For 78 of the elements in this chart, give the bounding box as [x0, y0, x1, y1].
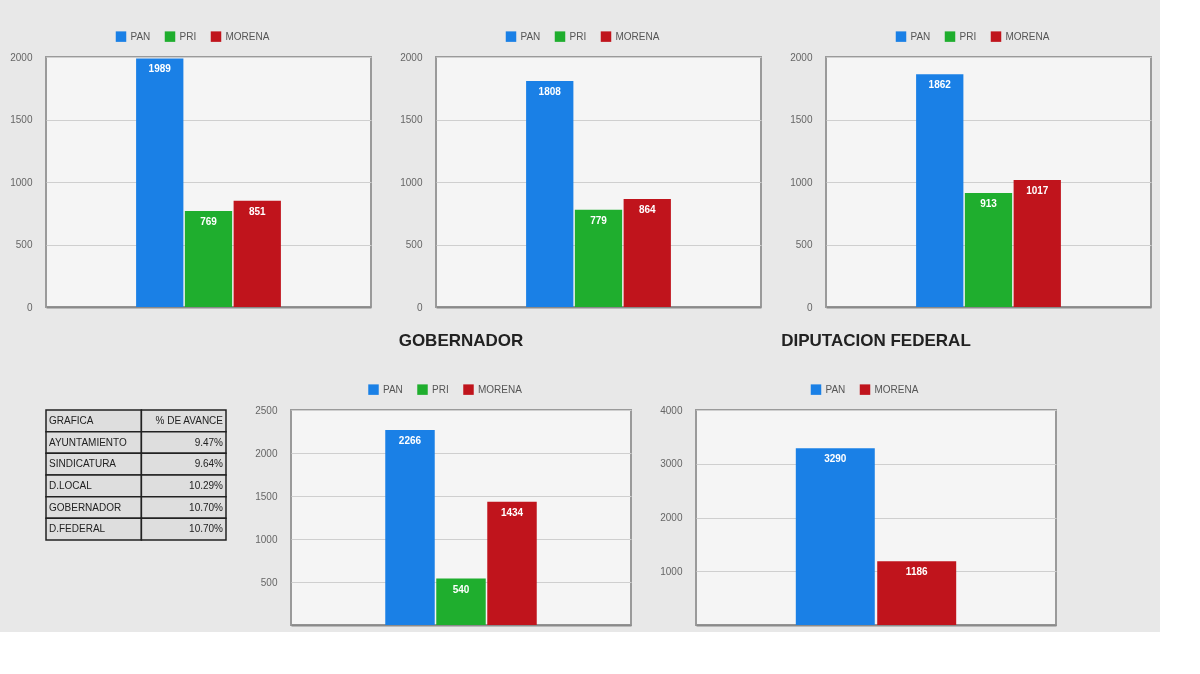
- legend-label: PRI: [569, 30, 587, 42]
- y-tick-label: 1500: [255, 490, 278, 502]
- legend-label: MORENA: [225, 30, 270, 42]
- data-label: 1808: [538, 86, 562, 97]
- bar: [436, 578, 486, 625]
- y-tick-label: 2000: [790, 51, 813, 63]
- data-label: 769: [200, 215, 218, 227]
- text: AYUNTAMIENTO: [49, 436, 127, 448]
- bar: [916, 74, 964, 307]
- y-tick-label: 2500: [255, 404, 278, 416]
- text: 10.29%: [189, 479, 224, 491]
- data-label: 851: [248, 205, 267, 217]
- legend-label: PRI: [432, 383, 449, 395]
- legend-label: MORENA: [478, 383, 523, 395]
- y-tick-label: 1000: [790, 176, 813, 188]
- y-tick-label: 500: [795, 239, 813, 250]
- bar: [623, 199, 671, 307]
- data-label: 1017: [1026, 184, 1049, 196]
- text: % DE AVANCE: [155, 414, 224, 426]
- data-label: 2266: [398, 435, 422, 447]
- bar: [574, 209, 623, 307]
- legend-label: PAN: [520, 30, 541, 42]
- data-label: 3290: [824, 453, 847, 465]
- y-tick-label: 1500: [790, 114, 813, 125]
- legend-label: PAN: [383, 383, 403, 395]
- text: 10.70%: [189, 523, 224, 535]
- bar: [487, 501, 537, 625]
- bar: [233, 200, 281, 307]
- y-tick-label: 1000: [660, 565, 683, 577]
- text: 10.70%: [189, 501, 224, 513]
- bar: [526, 81, 574, 307]
- y-tick-label: 0: [26, 301, 33, 313]
- data-label: 540: [452, 583, 470, 595]
- bar: [184, 210, 233, 307]
- y-tick-label: 1000: [10, 176, 33, 188]
- y-tick-label: 1000: [255, 533, 278, 545]
- bar: [1013, 179, 1061, 307]
- data-label: 1434: [500, 506, 524, 518]
- y-tick-label: 2000: [660, 512, 683, 523]
- bar: [385, 430, 435, 625]
- data-label: 864: [638, 204, 657, 215]
- legend-label: PAN: [910, 30, 931, 42]
- legend-label: PRI: [179, 30, 197, 42]
- text: SINDICATURA: [49, 458, 117, 470]
- y-tick-label: 1000: [400, 176, 423, 188]
- legend-label: MORENA: [615, 30, 660, 42]
- data-label: 779: [590, 214, 608, 226]
- bar: [136, 58, 184, 307]
- text: D.FEDERAL: [49, 523, 106, 535]
- y-tick-label: 1500: [400, 114, 423, 125]
- text: D.LOCAL: [49, 479, 93, 491]
- legend-label: PRI: [959, 30, 977, 42]
- text: 9.64%: [194, 458, 224, 470]
- chart-title: GOBERNADOR: [398, 331, 524, 350]
- bar: [964, 192, 1013, 307]
- y-tick-label: 3000: [660, 458, 683, 470]
- data-label: 1989: [148, 63, 172, 75]
- text: GOBERNADOR: [49, 501, 122, 513]
- y-tick-label: 2000: [400, 51, 423, 63]
- y-tick-label: 500: [405, 239, 423, 250]
- text: GRAFICA: [49, 414, 94, 426]
- y-tick-label: 0: [416, 301, 423, 313]
- y-tick-label: 1500: [10, 114, 33, 125]
- legend-label: PAN: [825, 383, 846, 395]
- legend-label: MORENA: [874, 383, 919, 395]
- y-tick-label: 2000: [10, 51, 33, 63]
- y-tick-label: 500: [15, 239, 33, 250]
- chart-title: DIPUTACION FEDERAL: [781, 331, 971, 350]
- legend-label: MORENA: [1005, 30, 1050, 42]
- data-label: 1186: [905, 566, 928, 578]
- text: 9.47%: [194, 436, 224, 448]
- data-label: 913: [980, 197, 998, 209]
- y-tick-label: 500: [260, 576, 278, 588]
- y-tick-label: 0: [806, 301, 813, 313]
- data-label: 1862: [928, 79, 952, 91]
- y-tick-label: 4000: [660, 404, 683, 416]
- legend-label: PAN: [130, 30, 151, 42]
- y-tick-label: 2000: [255, 447, 278, 459]
